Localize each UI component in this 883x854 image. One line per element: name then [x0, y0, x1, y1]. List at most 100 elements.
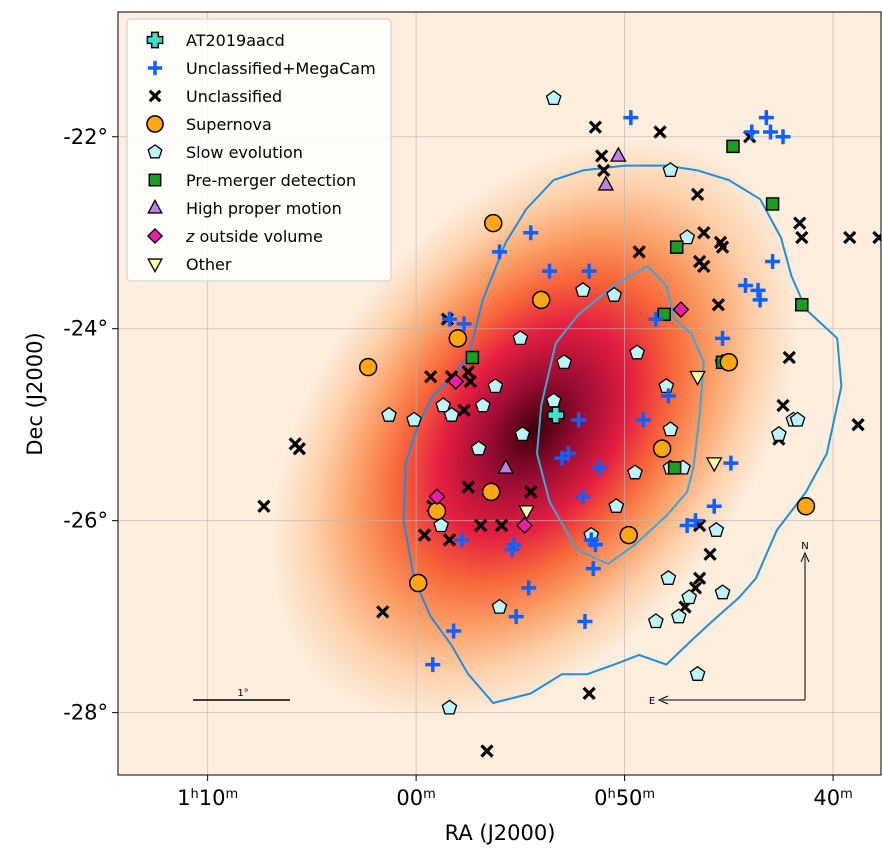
- scale-bar: 1°: [193, 688, 290, 701]
- legend-label: z outside volume: [185, 227, 323, 246]
- marker-slow-evolution: [470, 440, 487, 456]
- marker-unclassified-megacam: [492, 244, 507, 260]
- marker-unclassified: [851, 418, 865, 432]
- marker-unclassified: [776, 398, 790, 413]
- plot-frame: [117, 11, 882, 776]
- marker-z-outside-volume: [447, 373, 465, 390]
- marker-slow-evolution: [708, 521, 725, 537]
- marker-pre-merger: [726, 139, 740, 154]
- marker-slow-evolution: [381, 406, 397, 422]
- marker-slow-evolution: [627, 464, 643, 480]
- compass-east-label: E: [649, 696, 655, 707]
- marker-unclassified-megacam: [581, 263, 597, 279]
- marker-unclassified: [257, 499, 271, 513]
- marker-slow-evolution: [662, 162, 679, 178]
- marker-unclassified-megacam: [723, 455, 739, 471]
- marker-unclassified: [480, 744, 494, 758]
- marker-unclassified: [843, 230, 857, 245]
- marker-other: [518, 505, 535, 521]
- marker-slow-evolution: [512, 329, 529, 346]
- marker-unclassified-megacam: [456, 316, 472, 332]
- marker-unclassified-megacam: [660, 388, 676, 404]
- marker-unclassified: [442, 533, 457, 547]
- marker-unclassified: [653, 125, 667, 139]
- legend-label: Unclassified: [186, 87, 282, 106]
- marker-supernova: [483, 213, 503, 233]
- marker-unclassified-megacam: [147, 60, 163, 76]
- y-tick-label: -26°: [63, 509, 108, 533]
- marker-unclassified-megacam: [577, 613, 593, 629]
- legend-label: High proper motion: [186, 199, 342, 218]
- legend-label: Supernova: [186, 115, 272, 134]
- marker-supernova: [619, 525, 639, 545]
- data-points: [257, 90, 881, 758]
- marker-pre-merger: [657, 307, 671, 322]
- marker-unclassified-megacam: [506, 537, 522, 553]
- legend-item: Supernova: [146, 115, 272, 134]
- compass: N E: [649, 541, 810, 707]
- legend-item: Slow evolution: [147, 143, 303, 162]
- marker-slow-evolution: [487, 377, 504, 394]
- marker-slow-evolution: [660, 570, 677, 585]
- x-tick-label: 40m: [813, 786, 852, 810]
- marker-pre-merger: [669, 240, 684, 254]
- marker-unclassified: [872, 230, 881, 245]
- marker-supernova: [719, 353, 739, 372]
- marker-slow-evolution: [679, 229, 696, 245]
- y-axis-label: Dec (J2000): [23, 332, 47, 455]
- marker-unclassified-megacam: [765, 254, 781, 270]
- marker-slow-evolution: [670, 608, 687, 624]
- marker-z-outside-volume: [428, 488, 446, 506]
- marker-slow-evolution: [689, 665, 706, 681]
- marker-slow-evolution: [491, 598, 508, 614]
- marker-unclassified-megacam: [679, 517, 695, 533]
- legend-box: [126, 18, 392, 282]
- y-tick-label: -22°: [63, 125, 108, 149]
- scale-bar-label: 1°: [237, 688, 248, 699]
- marker-high-proper-motion: [597, 175, 615, 191]
- marker-slow-evolution: [629, 344, 645, 360]
- contour-inner: [535, 265, 705, 566]
- marker-unclassified: [697, 226, 711, 240]
- contour-outer: [402, 164, 843, 705]
- marker-other: [147, 258, 163, 273]
- marker-unclassified-megacam: [521, 580, 537, 596]
- marker-unclassified: [376, 605, 390, 619]
- marker-pre-merger: [765, 197, 780, 211]
- marker-unclassified-megacam: [542, 263, 558, 279]
- marker-slow-evolution: [441, 699, 458, 715]
- legend-item: z outside volume: [146, 227, 323, 246]
- marker-unclassified: [692, 571, 707, 585]
- marker-slow-evolution: [606, 286, 623, 302]
- marker-supernova: [652, 439, 672, 458]
- marker-unclassified-megacam: [737, 278, 753, 294]
- marker-high-proper-motion: [147, 199, 163, 214]
- marker-unclassified-megacam: [648, 311, 664, 327]
- marker-unclassified: [424, 370, 438, 384]
- marker-unclassified-megacam: [715, 330, 731, 346]
- x-tick-label: 1h10m: [177, 786, 238, 810]
- marker-pre-merger: [465, 350, 480, 365]
- marker-supernova: [481, 482, 501, 502]
- marker-slow-evolution: [514, 425, 531, 442]
- marker-other: [705, 457, 723, 473]
- marker-unclassified-megacam: [575, 489, 591, 505]
- marker-supernova: [146, 115, 164, 133]
- marker-supernova: [408, 573, 428, 593]
- marker-slow-evolution: [714, 584, 731, 600]
- marker-unclassified-megacam: [446, 623, 462, 639]
- marker-unclassified: [148, 89, 162, 103]
- legend-item: AT2019aacd: [146, 31, 285, 50]
- marker-slow-evolution: [647, 613, 664, 629]
- legend-item: Unclassified+MegaCam: [147, 59, 376, 78]
- marker-z-outside-volume: [146, 227, 164, 245]
- marker-unclassified: [417, 528, 432, 542]
- marker-unclassified-megacam: [425, 657, 441, 673]
- legend-label: Unclassified+MegaCam: [186, 59, 376, 78]
- marker-unclassified: [697, 259, 711, 273]
- legend-item: Other: [147, 255, 232, 274]
- marker-pre-merger: [667, 461, 682, 475]
- marker-unclassified: [292, 442, 307, 456]
